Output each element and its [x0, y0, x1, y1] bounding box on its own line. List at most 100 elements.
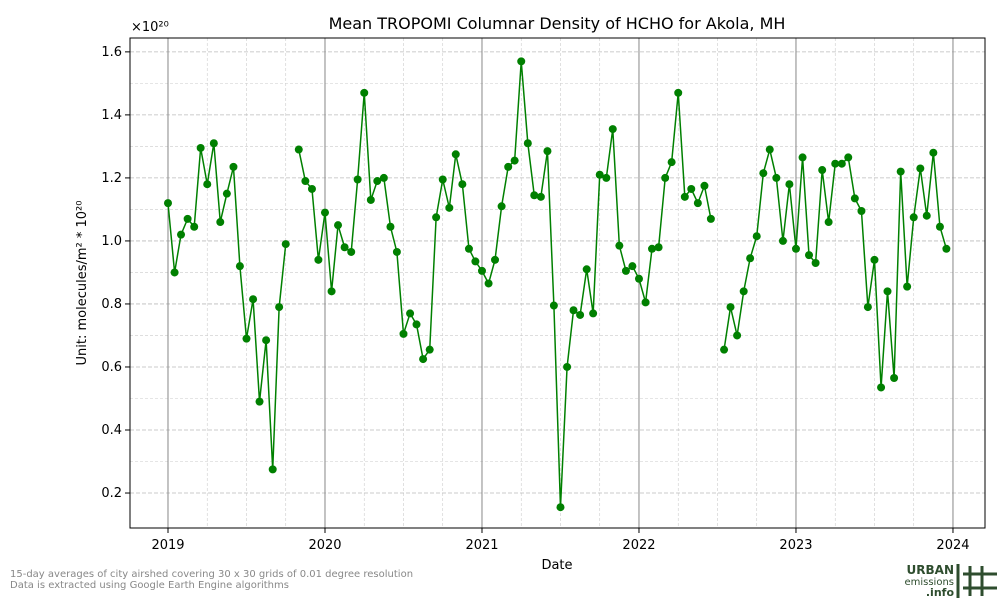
data-point — [523, 139, 532, 148]
data-point — [628, 262, 637, 271]
data-point — [301, 177, 310, 186]
y-tick-label: 0.2 — [101, 486, 122, 501]
data-point — [445, 203, 454, 212]
data-point — [857, 206, 866, 215]
data-point — [203, 180, 212, 189]
data-point — [549, 301, 558, 310]
data-point — [255, 397, 264, 406]
y-tick-label: 0.8 — [101, 297, 122, 312]
data-point — [903, 282, 912, 291]
data-point — [602, 173, 611, 182]
data-point — [798, 153, 807, 162]
data-point — [510, 156, 519, 165]
data-point — [935, 222, 944, 231]
x-tick-label: 2023 — [779, 538, 812, 553]
data-point — [275, 303, 284, 312]
data-point — [419, 355, 428, 364]
data-line — [167, 61, 948, 508]
data-point — [334, 221, 343, 230]
data-point — [438, 175, 447, 184]
data-point — [877, 383, 886, 392]
data-point — [706, 214, 715, 223]
data-point — [929, 148, 938, 157]
y-tick-label: 1.4 — [101, 108, 122, 123]
data-point — [726, 303, 735, 312]
x-tick-label: 2021 — [465, 538, 498, 553]
data-point — [863, 303, 872, 312]
data-point — [196, 143, 205, 152]
data-point — [778, 236, 787, 245]
data-point — [373, 177, 382, 186]
logo-text: .info — [926, 586, 955, 599]
data-point — [595, 170, 604, 179]
data-point — [680, 192, 689, 201]
data-point — [661, 173, 670, 182]
data-point — [392, 247, 401, 256]
chart-title: Mean TROPOMI Columnar Density of HCHO fo… — [329, 14, 786, 33]
data-point — [484, 279, 493, 288]
note: 15-day averages of city airshed covering… — [10, 569, 413, 580]
data-point — [569, 306, 578, 315]
data-point — [582, 265, 591, 274]
data-point — [235, 262, 244, 271]
y-tick-label: 0.6 — [101, 360, 122, 375]
data-point — [216, 218, 225, 227]
data-point — [536, 192, 545, 201]
logo: URBAN emissions .info — [904, 563, 997, 599]
data-point — [183, 214, 192, 223]
data-point — [177, 230, 186, 239]
data-point — [471, 257, 480, 266]
y-tick-label: 1.2 — [101, 171, 122, 186]
data-point — [621, 266, 630, 275]
data-point — [720, 345, 729, 354]
data-point — [262, 336, 271, 345]
data-point — [268, 465, 277, 474]
data-point — [379, 173, 388, 182]
data-point — [366, 195, 375, 204]
data-point — [608, 125, 617, 134]
data-point — [824, 218, 833, 227]
data-point — [674, 88, 683, 97]
data-point — [412, 320, 421, 329]
data-point — [451, 150, 460, 159]
data-point — [406, 309, 415, 318]
y-tick-label: 1.6 — [101, 45, 122, 60]
data-point — [190, 222, 199, 231]
data-point — [759, 169, 768, 178]
y-axis-label: Unit: molecules/m² * 10²⁰ — [75, 201, 90, 366]
data-point — [870, 255, 879, 264]
data-point — [693, 199, 702, 208]
x-axis-label: Date — [541, 558, 572, 573]
data-point — [170, 268, 179, 277]
data-point — [360, 88, 369, 97]
data-point — [700, 181, 709, 190]
data-point — [320, 208, 329, 217]
data-point — [556, 503, 565, 512]
data-point — [249, 295, 258, 304]
data-point — [615, 241, 624, 250]
logo-icon — [956, 564, 997, 598]
data-point — [844, 153, 853, 162]
x-tick-label: 2022 — [622, 538, 655, 553]
data-point — [916, 164, 925, 173]
data-point — [563, 362, 572, 371]
data-point — [543, 147, 552, 156]
data-point — [634, 274, 643, 283]
data-point — [909, 213, 918, 222]
data-point — [432, 213, 441, 222]
data-point — [327, 287, 336, 296]
data-point — [242, 334, 251, 343]
data-point — [648, 244, 657, 253]
data-point — [491, 255, 500, 264]
data-point — [340, 243, 349, 252]
data-point — [209, 139, 218, 148]
x-tick-label: 2019 — [151, 538, 184, 553]
data-point — [281, 240, 290, 249]
data-point — [831, 159, 840, 168]
note: Data is extracted using Google Earth Eng… — [10, 580, 289, 591]
data-point — [504, 162, 513, 171]
x-tick-label: 2024 — [936, 538, 969, 553]
data-point — [641, 298, 650, 307]
y-tick-label: 0.4 — [101, 423, 122, 438]
